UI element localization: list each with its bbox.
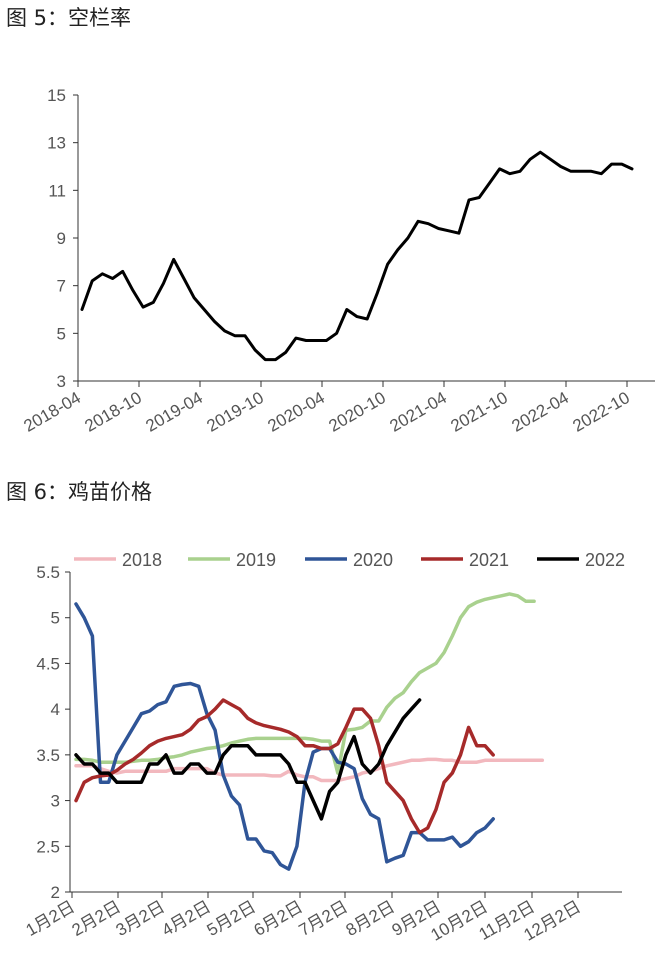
figure-5-title: 图 5：空栏率: [6, 6, 132, 30]
vacancy-rate-line: [80, 150, 634, 362]
y-tick-label: 13: [47, 134, 66, 153]
legend-label-2020: 2020: [353, 550, 393, 570]
y-tick-label: 11: [48, 181, 66, 200]
x-tick-label: 6月2日: [251, 897, 306, 940]
x-tick-label: 8月2日: [343, 897, 398, 940]
y-tick-label: 4.5: [36, 654, 60, 673]
x-tick-label: 4月2日: [159, 897, 214, 940]
legend-label-2019: 2019: [236, 550, 276, 570]
legend-label-2022: 2022: [585, 550, 625, 570]
x-tick-label: 5月2日: [204, 897, 259, 940]
y-tick-label: 5: [51, 609, 60, 628]
y-tick-label: 4: [51, 700, 60, 719]
legend-label-2018: 2018: [122, 550, 162, 570]
y-tick-label: 9: [57, 229, 66, 248]
x-tick-label: 7月2日: [296, 897, 351, 940]
series-line-2019: [74, 592, 536, 775]
series-line-2020: [74, 602, 495, 871]
x-tick-label: 1月2日: [23, 897, 78, 940]
x-tick-label: 2月2日: [69, 897, 124, 940]
vacancy-rate-chart: 35791113152018-042018-102019-042019-1020…: [20, 86, 655, 436]
y-tick-label: 3.5: [36, 746, 60, 765]
y-tick-label: 3: [51, 792, 60, 811]
series-line-2022: [74, 698, 422, 821]
y-tick-label: 5: [57, 324, 66, 343]
series-line-2018: [74, 757, 545, 783]
y-tick-label: 3: [57, 372, 66, 391]
x-tick-label: 3月2日: [113, 897, 168, 940]
series-line-2021: [74, 698, 495, 835]
figure-6-title: 图 6：鸡苗价格: [6, 480, 153, 504]
y-tick-label: 2: [51, 883, 60, 902]
y-tick-label: 2.5: [36, 837, 60, 856]
legend-label-2021: 2021: [469, 550, 509, 570]
y-tick-label: 7: [57, 277, 66, 296]
y-tick-label: 15: [47, 86, 66, 105]
y-tick-label: 5.5: [36, 563, 60, 582]
